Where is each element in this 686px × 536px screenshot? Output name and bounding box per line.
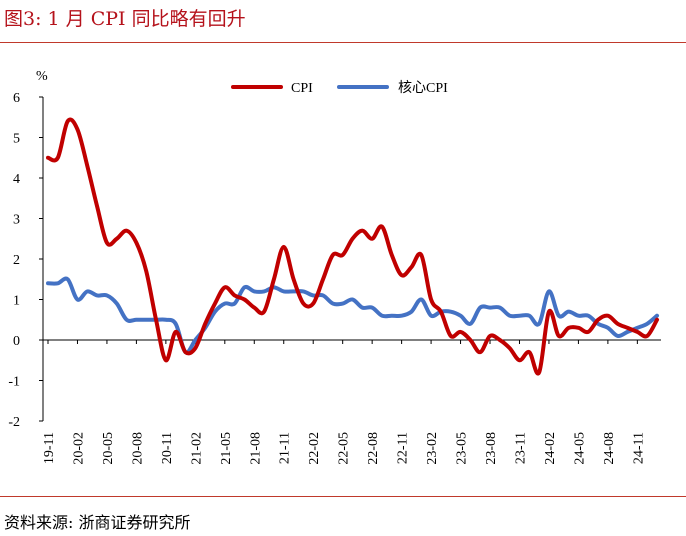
x-tick-label: 21-02	[189, 432, 204, 465]
x-tick-label: 23-11	[513, 432, 528, 464]
x-tick-label: 24-05	[572, 432, 587, 465]
x-tick-label: 21-05	[219, 432, 234, 465]
y-tick-label: 4	[13, 172, 20, 187]
y-tick-label: 0	[13, 334, 20, 349]
x-tick-label: 21-11	[278, 432, 293, 464]
x-tick-label: 20-02	[71, 432, 86, 465]
x-tick-label: 21-08	[248, 432, 263, 465]
x-tick-label: 24-08	[602, 432, 617, 465]
x-tick-label: 22-02	[307, 432, 322, 465]
chart-axes: % -2 -1 0 1 2 3 4 5 6 19-11 20-02 20-05 20-08 20-11 21-…	[8, 69, 661, 465]
line-chart: % -2 -1 0 1 2 3 4 5 6 19-11 20-02 20-05 20-08 20-11 21-…	[8, 69, 661, 465]
x-tick-label: 24-11	[631, 432, 646, 464]
series-line-core-cpi	[46, 276, 659, 355]
x-tick-label: 19-11	[42, 432, 57, 464]
x-tick-label: 22-05	[337, 432, 352, 465]
y-tick-label: 1	[13, 294, 20, 309]
legend-label-core-cpi: 核心CPI	[398, 80, 448, 96]
y-tick-label: -1	[8, 375, 20, 390]
source-note: 资料来源: 浙商证券研究所	[4, 513, 191, 532]
y-axis-unit: %	[36, 69, 48, 84]
x-tick-label: 20-08	[130, 432, 145, 465]
chart-legend: CPI 核心CPI	[231, 80, 448, 96]
figure-title: 图3: 1 月 CPI 同比略有回升	[4, 8, 246, 30]
y-tick-label: 5	[13, 132, 20, 147]
x-tick-label: 20-05	[101, 432, 116, 465]
x-tick-label: 24-02	[543, 432, 558, 465]
x-tick-label: 20-11	[160, 432, 175, 464]
y-tick-label: 2	[13, 253, 20, 268]
y-tick-label: 3	[13, 213, 20, 228]
x-tick-label: 23-08	[484, 432, 499, 465]
y-tick-label: 6	[13, 91, 20, 106]
series-line-cpi	[46, 117, 659, 376]
x-tick-label: 23-05	[455, 432, 470, 465]
bottom-divider	[0, 496, 686, 497]
legend-label-cpi: CPI	[291, 81, 313, 96]
x-tick-label: 22-08	[366, 432, 381, 465]
y-tick-label: -2	[8, 415, 20, 430]
x-tick-label: 23-02	[425, 432, 440, 465]
top-divider	[0, 42, 686, 43]
chart-series	[46, 117, 659, 376]
x-tick-label: 22-11	[396, 432, 411, 464]
